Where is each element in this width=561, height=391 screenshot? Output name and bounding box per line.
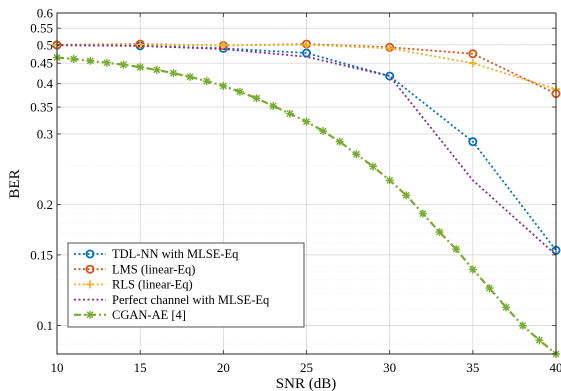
data-point-marker — [69, 54, 78, 63]
legend-entry: RLS (linear-Eq) — [74, 278, 193, 292]
data-point-marker — [468, 265, 477, 274]
legend-label: Perfect channel with MLSE-Eq — [112, 293, 270, 307]
legend-label: TDL-NN with MLSE-Eq — [112, 247, 239, 261]
data-point-marker — [252, 94, 261, 103]
data-point-marker — [119, 60, 128, 69]
legend-label: LMS (linear-Eq) — [112, 262, 195, 276]
data-point-marker — [302, 117, 311, 126]
x-tick-label: 20 — [217, 360, 230, 375]
x-tick-label: 15 — [134, 360, 147, 375]
x-tick-label: 30 — [383, 360, 396, 375]
data-point-marker — [202, 77, 211, 86]
data-point-marker — [369, 162, 378, 171]
data-point-marker — [485, 284, 494, 293]
data-point-marker — [435, 228, 444, 237]
legend-marker — [86, 280, 94, 289]
grid — [56, 12, 557, 354]
data-point-marker — [136, 63, 145, 72]
legend-entry: TDL-NN with MLSE-Eq — [74, 247, 239, 261]
data-point-marker — [502, 303, 511, 312]
y-tick-label: 0.15 — [30, 247, 53, 262]
legend-entry: Perfect channel with MLSE-Eq — [74, 293, 270, 307]
y-tick-label: 0.1 — [37, 318, 53, 333]
legend-marker — [85, 249, 95, 259]
data-point-marker — [385, 176, 394, 185]
data-point-marker — [186, 72, 195, 81]
data-point-marker — [468, 59, 477, 68]
y-tick-label: 0.2 — [37, 197, 53, 212]
data-point-marker — [285, 109, 294, 118]
data-point-marker — [152, 65, 161, 74]
axes-ticks: 0.1 0.15 0.2 0.3 0.35 0.4 0.45 0.50.550.6 10 15 20… — [30, 6, 561, 376]
y-tick-label: 0.5 — [37, 37, 53, 52]
legend-marker — [85, 264, 95, 274]
x-tick-label: 10 — [51, 360, 64, 375]
data-point-marker — [269, 102, 278, 111]
data-point-marker — [402, 191, 411, 200]
x-tick-label: 35 — [466, 360, 479, 375]
data-point-marker — [352, 150, 361, 159]
data-point-marker — [468, 137, 478, 147]
data-point-marker — [302, 40, 311, 49]
data-point-marker — [169, 69, 178, 78]
data-point-marker — [452, 245, 461, 254]
y-tick-label: 0.45 — [30, 56, 53, 71]
y-tick-label: 0.35 — [30, 100, 53, 115]
data-point-marker — [385, 44, 394, 53]
legend-entry: CGAN-AE [4] — [74, 308, 186, 322]
data-point-marker — [319, 127, 328, 136]
y-tick-label: 0.3 — [37, 126, 53, 141]
data-point-marker — [468, 49, 478, 59]
y-axis-label: BER — [7, 169, 23, 198]
y-tick-label: 0.6 — [37, 6, 54, 21]
series-group — [52, 39, 561, 358]
series-cgan-ae-4 — [53, 53, 560, 358]
data-point-marker — [535, 336, 544, 345]
legend-label: RLS (linear-Eq) — [112, 278, 193, 292]
x-axis-label: SNR (dB) — [276, 376, 336, 391]
data-point-marker — [335, 137, 344, 146]
data-point-marker — [136, 40, 145, 49]
data-point-marker — [518, 321, 527, 330]
series-perfect-channel-with-mlse-eq — [56, 44, 557, 256]
legend-entry: LMS (linear-Eq) — [74, 262, 195, 276]
data-point-marker — [385, 71, 395, 81]
series-line — [56, 44, 557, 256]
data-point-marker — [219, 41, 228, 50]
legend-marker — [86, 310, 94, 319]
data-point-marker — [86, 56, 95, 65]
data-point-marker — [102, 58, 111, 67]
data-point-marker — [418, 209, 427, 218]
x-tick-label: 25 — [300, 360, 313, 375]
y-tick-label: 0.55 — [30, 21, 53, 36]
data-point-marker — [219, 81, 228, 90]
data-point-marker — [301, 48, 311, 58]
x-tick-label: 40 — [550, 360, 561, 375]
legend-box — [67, 242, 305, 328]
data-point-marker — [235, 87, 244, 96]
y-tick-label: 0.4 — [37, 76, 54, 91]
series-line — [56, 44, 557, 251]
legend-label: CGAN-AE [4] — [112, 308, 186, 322]
